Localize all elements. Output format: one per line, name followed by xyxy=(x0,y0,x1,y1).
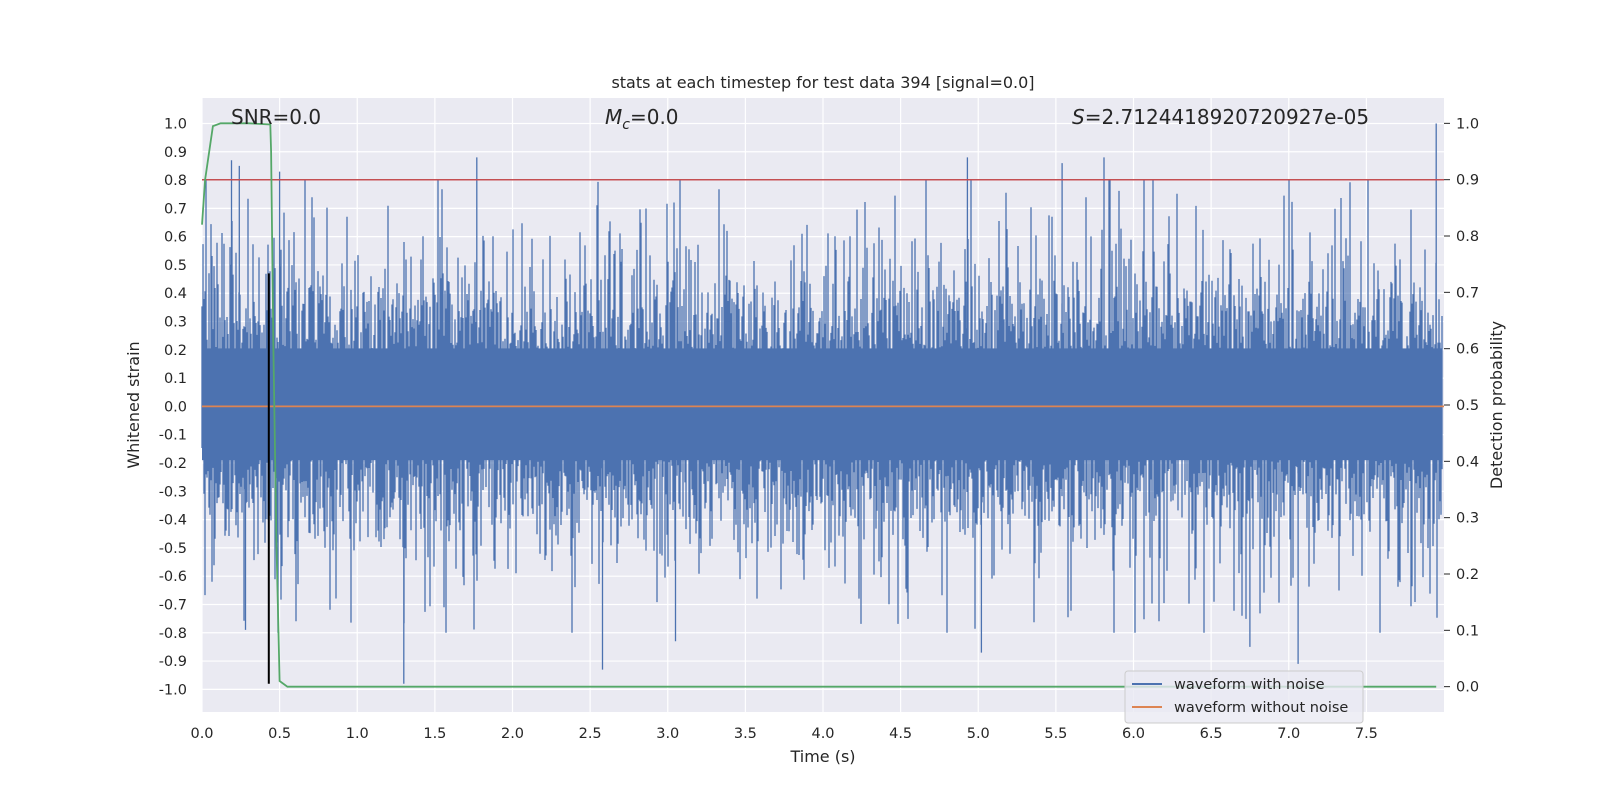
x-tick-label: 4.5 xyxy=(889,726,912,742)
y-tick-labels: 1.0 0.9 0.8 0.7 0.6 0.5 0.4 0.3 0.2 0.1 0.0 -0.1 -0.… xyxy=(159,116,187,698)
x-axis-label: Time (s) xyxy=(789,747,855,766)
y2-axis-label: Detection probability xyxy=(1487,321,1506,489)
y-tick-label: 0.5 xyxy=(164,258,187,274)
y-tick-label: -0.5 xyxy=(159,541,187,557)
y-tick-label: -0.8 xyxy=(159,626,187,642)
y-tick-label: 0.9 xyxy=(164,145,187,161)
y-tick-label: 0.6 xyxy=(164,230,187,246)
y2-tick-label: 0.1 xyxy=(1456,623,1479,639)
y-tick-label: 0.0 xyxy=(164,399,187,415)
y-tick-label: -0.4 xyxy=(159,513,187,529)
x-tick-label: 2.5 xyxy=(579,726,602,742)
y-tick-label: 0.2 xyxy=(164,343,187,359)
y-tick-label: -0.7 xyxy=(159,597,187,613)
snr-annotation: SNR=0.0 xyxy=(231,105,321,129)
y-axis-label: Whitened strain xyxy=(124,341,143,468)
chirp-mass-value: =0.0 xyxy=(630,105,679,129)
x-tick-label: 1.5 xyxy=(423,726,446,742)
y2-tick-label: 0.0 xyxy=(1456,680,1479,696)
legend-label-without-noise: waveform without noise xyxy=(1174,700,1348,716)
x-tick-label: 6.0 xyxy=(1122,726,1145,742)
y-tick-label: -1.0 xyxy=(159,682,187,698)
y-tick-label: -0.3 xyxy=(159,484,187,500)
x-tick-label: 1.0 xyxy=(346,726,369,742)
y-tick-label: -0.6 xyxy=(159,569,187,585)
series-waveform-with-noise xyxy=(201,123,1443,684)
series-detection-probability xyxy=(201,122,1437,688)
x-tick-label: 7.0 xyxy=(1277,726,1300,742)
series-layer xyxy=(201,122,1444,688)
x-tick-label: 5.5 xyxy=(1044,726,1067,742)
s-value: =2.7124418920720927e-05 xyxy=(1085,105,1369,129)
x-tick-label: 5.0 xyxy=(967,726,990,742)
y2-tick-label: 0.2 xyxy=(1456,567,1479,583)
x-tick-label: 6.5 xyxy=(1200,726,1223,742)
y-tick-label: -0.2 xyxy=(159,456,187,472)
y-tick-label: -0.1 xyxy=(159,428,187,444)
y-tick-label: 0.3 xyxy=(164,315,187,331)
y2-tick-label: 0.4 xyxy=(1456,454,1479,470)
x-tick-label: 7.5 xyxy=(1355,726,1378,742)
chart-title: stats at each timestep for test data 394… xyxy=(611,73,1034,92)
y-tick-label: -0.9 xyxy=(159,654,187,670)
y2-tick-label: 0.3 xyxy=(1456,511,1479,527)
y2-tick-label: 0.9 xyxy=(1456,173,1479,189)
x-tick-label: 2.0 xyxy=(501,726,524,742)
y-tick-label: 0.4 xyxy=(164,286,187,302)
x-tick-labels: 0.0 0.5 1.0 1.5 2.0 2.5 3.0 3.5 4.0 4.5 5.0 5.5 6.0 6… xyxy=(190,726,1377,742)
chirp-mass-symbol: M xyxy=(605,105,622,129)
y-tick-label: 0.1 xyxy=(164,371,187,387)
y-tick-label: 1.0 xyxy=(164,116,187,132)
x-tick-label: 3.5 xyxy=(734,726,757,742)
y2-tick-label: 1.0 xyxy=(1456,116,1479,132)
y-tick-label: 0.8 xyxy=(164,173,187,189)
chirp-mass-subscript: c xyxy=(622,117,630,133)
s-statistic-annotation: S=2.7124418920720927e-05 xyxy=(1072,105,1369,129)
y-tick-label: 0.7 xyxy=(164,201,187,217)
chirp-mass-annotation: Mc=0.0 xyxy=(605,105,679,133)
x-tick-label: 0.5 xyxy=(268,726,291,742)
y2-tick-labels: 1.0 0.9 0.8 0.7 0.6 0.5 0.4 0.3 0.2 0.1 0.0 xyxy=(1444,116,1479,696)
x-tick-label: 4.0 xyxy=(811,726,834,742)
y2-tick-label: 0.6 xyxy=(1456,342,1479,358)
x-tick-label: 3.0 xyxy=(656,726,679,742)
legend-box xyxy=(1124,670,1364,724)
y2-tick-label: 0.8 xyxy=(1456,229,1479,245)
s-symbol: S xyxy=(1072,105,1085,129)
y2-tick-label: 0.7 xyxy=(1456,285,1479,301)
legend-label-with-noise: waveform with noise xyxy=(1174,677,1325,693)
legend: waveform with noise waveform without noi… xyxy=(1124,670,1364,724)
x-tick-label: 0.0 xyxy=(190,726,213,742)
y2-tick-label: 0.5 xyxy=(1456,398,1479,414)
